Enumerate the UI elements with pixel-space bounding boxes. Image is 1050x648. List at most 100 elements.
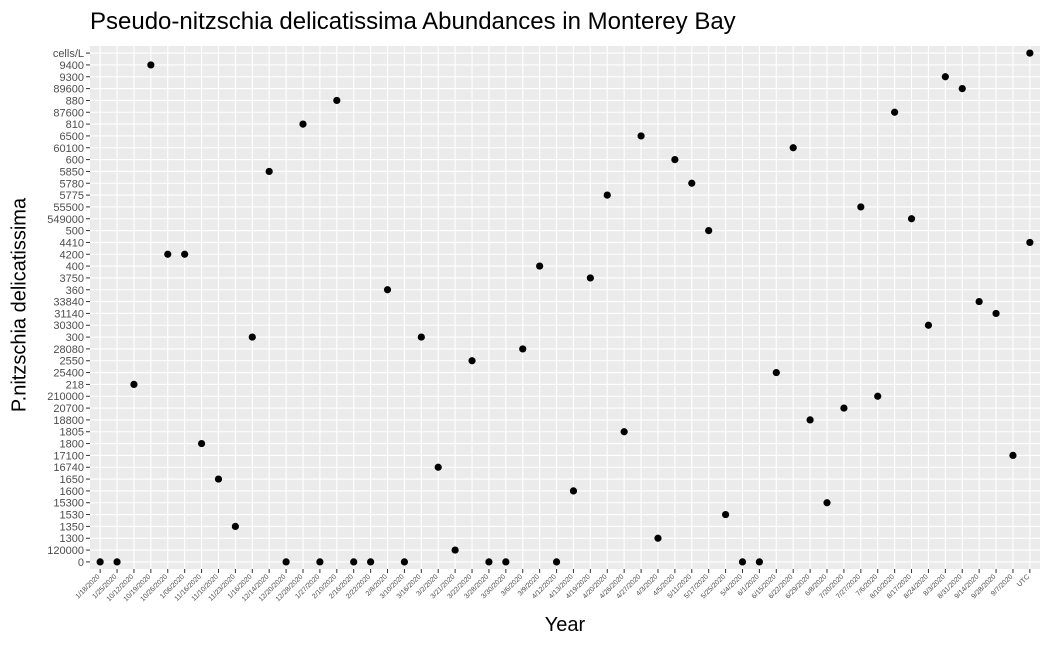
y-tick-label: 500 bbox=[66, 226, 84, 238]
y-axis-title: P.nitzschia delicatissima bbox=[8, 197, 31, 413]
y-tick-label: 218 bbox=[66, 379, 84, 391]
data-point bbox=[96, 558, 104, 566]
data-point bbox=[367, 558, 375, 566]
data-point bbox=[569, 487, 578, 495]
data-point bbox=[468, 357, 476, 365]
x-axis-title: Year bbox=[544, 614, 586, 636]
y-tick-label: 6500 bbox=[60, 131, 84, 143]
data-point bbox=[113, 558, 121, 566]
y-tick-label: 15300 bbox=[53, 498, 84, 510]
y-tick-label: 3750 bbox=[60, 273, 84, 285]
data-point bbox=[265, 167, 273, 176]
data-point bbox=[451, 546, 459, 554]
data-point bbox=[891, 108, 899, 116]
x-axis: 1/18/20201/25/202010/12/202010/19/202010… bbox=[75, 569, 1031, 603]
y-tick-label: cells/L bbox=[53, 48, 84, 60]
data-point bbox=[519, 345, 527, 353]
y-tick-label: 9300 bbox=[60, 72, 84, 84]
y-tick-label: 5780 bbox=[60, 178, 84, 190]
y-tick-label: 400 bbox=[66, 261, 84, 273]
y-tick-label: 2550 bbox=[60, 356, 84, 368]
y-tick-label: 120000 bbox=[47, 545, 84, 557]
data-point bbox=[924, 321, 933, 329]
data-point bbox=[248, 333, 256, 341]
y-tick-label: 18800 bbox=[53, 415, 84, 427]
y-tick-label: 89600 bbox=[53, 84, 84, 96]
data-point bbox=[1009, 451, 1017, 460]
data-point bbox=[637, 132, 645, 140]
data-point bbox=[772, 368, 780, 377]
data-point bbox=[620, 428, 628, 436]
data-point bbox=[975, 297, 983, 306]
data-point bbox=[907, 215, 916, 223]
y-tick-label: 33840 bbox=[53, 297, 84, 309]
y-tick-label: 87600 bbox=[53, 107, 84, 119]
y-tick-label: 5775 bbox=[60, 190, 84, 202]
data-point bbox=[1026, 238, 1034, 247]
data-point bbox=[671, 155, 679, 164]
data-point bbox=[316, 558, 324, 566]
plot-panel bbox=[90, 46, 1040, 569]
y-tick-label: 4410 bbox=[60, 237, 84, 249]
data-point bbox=[755, 558, 763, 566]
y-tick-label: 360 bbox=[66, 285, 84, 297]
data-point bbox=[1026, 49, 1034, 57]
y-tick-label: 30300 bbox=[53, 320, 84, 332]
data-point bbox=[350, 558, 358, 566]
x-tick-label: UTC bbox=[1016, 573, 1031, 588]
y-tick-label: 810 bbox=[66, 119, 84, 131]
data-point bbox=[333, 96, 341, 105]
y-tick-label: 55500 bbox=[53, 202, 84, 214]
y-axis: 0120000130013501530153001600165016740171… bbox=[47, 48, 90, 569]
data-point bbox=[400, 558, 409, 566]
data-point bbox=[941, 73, 949, 81]
y-tick-label: 1300 bbox=[60, 533, 84, 545]
data-point bbox=[823, 499, 831, 507]
data-point bbox=[197, 439, 206, 448]
y-tick-label: 1650 bbox=[60, 474, 84, 486]
data-point bbox=[502, 558, 510, 566]
y-tick-label: 16740 bbox=[53, 462, 84, 474]
y-tick-label: 880 bbox=[66, 95, 84, 107]
data-point bbox=[181, 250, 189, 258]
data-point bbox=[857, 203, 865, 211]
data-point bbox=[958, 84, 966, 93]
data-point bbox=[806, 416, 814, 424]
data-points bbox=[96, 49, 1034, 566]
data-point bbox=[654, 534, 662, 542]
data-point bbox=[383, 286, 392, 294]
y-tick-label: 1600 bbox=[60, 486, 84, 498]
data-point bbox=[586, 274, 594, 282]
y-tick-label: 1805 bbox=[60, 427, 84, 439]
grid-lines bbox=[90, 46, 1040, 569]
data-point bbox=[874, 392, 882, 400]
y-tick-label: 31140 bbox=[54, 308, 84, 320]
data-point bbox=[231, 522, 239, 531]
chart-title: Pseudo-nitzschia delicatissima Abundance… bbox=[90, 8, 736, 35]
y-tick-label: 9400 bbox=[60, 60, 84, 72]
data-point bbox=[552, 558, 561, 566]
y-tick-label: 20700 bbox=[53, 403, 84, 415]
y-tick-label: 4200 bbox=[60, 249, 84, 261]
data-point bbox=[738, 558, 747, 566]
y-tick-label: 1530 bbox=[60, 510, 84, 522]
data-point bbox=[299, 120, 307, 128]
data-point bbox=[417, 333, 425, 341]
y-tick-label: 28080 bbox=[53, 344, 84, 356]
y-tick-label: 300 bbox=[66, 332, 84, 344]
data-point bbox=[130, 380, 138, 389]
y-tick-label: 210000 bbox=[47, 391, 84, 403]
data-point bbox=[147, 61, 155, 69]
y-tick-label: 600 bbox=[66, 155, 84, 167]
y-tick-label: 549000 bbox=[47, 214, 84, 226]
y-tick-label: 17100 bbox=[53, 450, 84, 462]
y-tick-label: 0 bbox=[78, 557, 84, 569]
data-point bbox=[688, 179, 696, 187]
y-tick-label: 1800 bbox=[60, 439, 84, 451]
data-point bbox=[214, 475, 223, 483]
data-point bbox=[705, 226, 713, 235]
data-point bbox=[536, 262, 544, 270]
data-point bbox=[840, 404, 848, 412]
data-point bbox=[164, 250, 172, 258]
data-point bbox=[789, 144, 797, 152]
